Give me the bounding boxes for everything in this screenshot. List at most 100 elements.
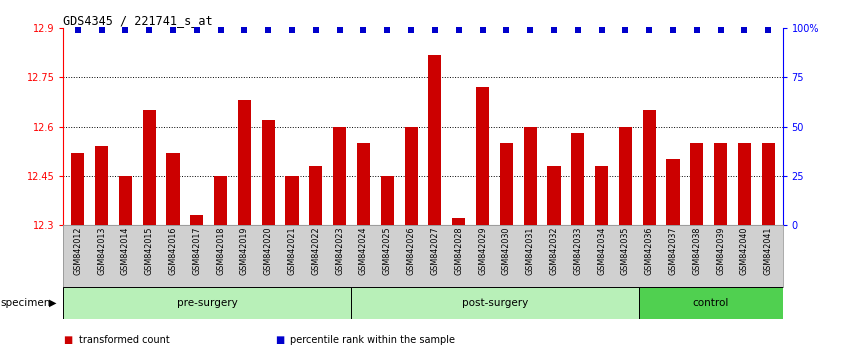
Point xyxy=(500,27,514,33)
Bar xyxy=(547,166,561,225)
Bar xyxy=(667,159,679,225)
Point xyxy=(618,27,632,33)
Bar xyxy=(476,87,489,225)
Text: GSM842022: GSM842022 xyxy=(311,227,321,275)
Text: GSM842021: GSM842021 xyxy=(288,227,297,275)
Point xyxy=(309,27,322,33)
Bar xyxy=(143,110,156,225)
Text: GSM842035: GSM842035 xyxy=(621,227,630,275)
Bar xyxy=(285,176,299,225)
Point xyxy=(142,27,156,33)
Bar xyxy=(214,176,228,225)
Text: GSM842029: GSM842029 xyxy=(478,227,487,275)
Point xyxy=(595,27,608,33)
Text: GSM842016: GSM842016 xyxy=(168,227,178,275)
Text: GSM842032: GSM842032 xyxy=(549,227,558,275)
Point xyxy=(761,27,775,33)
Point xyxy=(190,27,204,33)
Point xyxy=(452,27,465,33)
Text: specimen: specimen xyxy=(1,298,52,308)
Bar xyxy=(238,101,251,225)
Text: GDS4345 / 221741_s_at: GDS4345 / 221741_s_at xyxy=(63,14,213,27)
Point xyxy=(571,27,585,33)
Point xyxy=(381,27,394,33)
Bar xyxy=(351,287,639,319)
Text: GSM842027: GSM842027 xyxy=(431,227,439,275)
Bar xyxy=(381,176,394,225)
Point xyxy=(238,27,251,33)
Bar xyxy=(690,143,703,225)
Text: transformed count: transformed count xyxy=(79,335,169,345)
Text: GSM842036: GSM842036 xyxy=(645,227,654,275)
Point xyxy=(428,27,442,33)
Bar xyxy=(524,127,536,225)
Text: ▶: ▶ xyxy=(49,298,57,308)
Bar xyxy=(714,143,728,225)
Bar xyxy=(761,143,775,225)
Bar xyxy=(190,215,203,225)
Point xyxy=(667,27,680,33)
Point xyxy=(642,27,656,33)
Text: GSM842024: GSM842024 xyxy=(359,227,368,275)
Bar xyxy=(310,166,322,225)
Bar xyxy=(639,287,783,319)
Text: GSM842039: GSM842039 xyxy=(717,227,725,275)
Text: GSM842034: GSM842034 xyxy=(597,227,606,275)
Text: GSM842038: GSM842038 xyxy=(692,227,701,275)
Point xyxy=(714,27,728,33)
Bar xyxy=(404,127,418,225)
Text: GSM842013: GSM842013 xyxy=(97,227,106,275)
Bar xyxy=(571,133,585,225)
Text: GSM842025: GSM842025 xyxy=(382,227,392,275)
Point xyxy=(524,27,537,33)
Text: GSM842031: GSM842031 xyxy=(525,227,535,275)
Text: GSM842020: GSM842020 xyxy=(264,227,272,275)
Point xyxy=(547,27,561,33)
Point xyxy=(475,27,489,33)
Text: GSM842023: GSM842023 xyxy=(335,227,344,275)
Text: GSM842019: GSM842019 xyxy=(240,227,249,275)
Text: GSM842015: GSM842015 xyxy=(145,227,154,275)
Text: GSM842018: GSM842018 xyxy=(216,227,225,275)
Point xyxy=(332,27,346,33)
Bar xyxy=(167,153,179,225)
Bar xyxy=(333,127,346,225)
Bar xyxy=(71,153,85,225)
Point xyxy=(214,27,228,33)
Text: GSM842017: GSM842017 xyxy=(192,227,201,275)
Point xyxy=(404,27,418,33)
Text: percentile rank within the sample: percentile rank within the sample xyxy=(290,335,455,345)
Text: GSM842026: GSM842026 xyxy=(407,227,415,275)
Point xyxy=(261,27,275,33)
Point xyxy=(71,27,85,33)
Point xyxy=(285,27,299,33)
Bar xyxy=(618,127,632,225)
Bar xyxy=(643,110,656,225)
Bar xyxy=(452,218,465,225)
Text: GSM842014: GSM842014 xyxy=(121,227,129,275)
Text: GSM842028: GSM842028 xyxy=(454,227,464,275)
Point xyxy=(166,27,179,33)
Text: control: control xyxy=(693,298,728,308)
Text: GSM842041: GSM842041 xyxy=(764,227,772,275)
Bar xyxy=(118,176,132,225)
Text: ■: ■ xyxy=(63,335,73,345)
Bar xyxy=(261,120,275,225)
Bar xyxy=(63,287,351,319)
Point xyxy=(95,27,108,33)
Point xyxy=(738,27,751,33)
Text: pre-surgery: pre-surgery xyxy=(177,298,238,308)
Point xyxy=(357,27,371,33)
Bar xyxy=(357,143,370,225)
Bar xyxy=(595,166,608,225)
Text: GSM842012: GSM842012 xyxy=(74,227,82,275)
Bar xyxy=(738,143,751,225)
Text: ■: ■ xyxy=(275,335,284,345)
Bar xyxy=(500,143,513,225)
Text: GSM842040: GSM842040 xyxy=(740,227,749,275)
Text: GSM842037: GSM842037 xyxy=(668,227,678,275)
Text: post-surgery: post-surgery xyxy=(462,298,528,308)
Bar xyxy=(95,146,108,225)
Point xyxy=(118,27,132,33)
Point xyxy=(690,27,704,33)
